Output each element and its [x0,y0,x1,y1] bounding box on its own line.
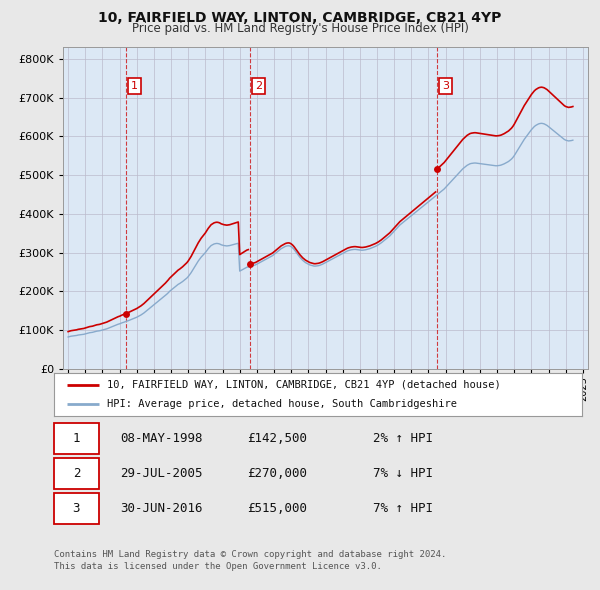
Text: Price paid vs. HM Land Registry's House Price Index (HPI): Price paid vs. HM Land Registry's House … [131,22,469,35]
Text: 10, FAIRFIELD WAY, LINTON, CAMBRIDGE, CB21 4YP: 10, FAIRFIELD WAY, LINTON, CAMBRIDGE, CB… [98,11,502,25]
Text: 2: 2 [73,467,80,480]
FancyBboxPatch shape [54,458,99,489]
Text: This data is licensed under the Open Government Licence v3.0.: This data is licensed under the Open Gov… [54,562,382,571]
Text: 2: 2 [254,81,262,91]
Text: Contains HM Land Registry data © Crown copyright and database right 2024.: Contains HM Land Registry data © Crown c… [54,550,446,559]
FancyBboxPatch shape [54,422,99,454]
Text: 1: 1 [131,81,138,91]
Text: 08-MAY-1998: 08-MAY-1998 [120,432,203,445]
Text: 29-JUL-2005: 29-JUL-2005 [120,467,203,480]
Text: 3: 3 [73,502,80,515]
Text: 2% ↑ HPI: 2% ↑ HPI [373,432,433,445]
Text: 7% ↓ HPI: 7% ↓ HPI [373,467,433,480]
Text: 3: 3 [442,81,449,91]
FancyBboxPatch shape [54,493,99,525]
Text: 10, FAIRFIELD WAY, LINTON, CAMBRIDGE, CB21 4YP (detached house): 10, FAIRFIELD WAY, LINTON, CAMBRIDGE, CB… [107,380,500,390]
Text: £270,000: £270,000 [247,467,307,480]
Text: 30-JUN-2016: 30-JUN-2016 [120,502,203,515]
Text: £142,500: £142,500 [247,432,307,445]
Text: 7% ↑ HPI: 7% ↑ HPI [373,502,433,515]
Text: £515,000: £515,000 [247,502,307,515]
Text: 1: 1 [73,432,80,445]
Text: HPI: Average price, detached house, South Cambridgeshire: HPI: Average price, detached house, Sout… [107,399,457,409]
